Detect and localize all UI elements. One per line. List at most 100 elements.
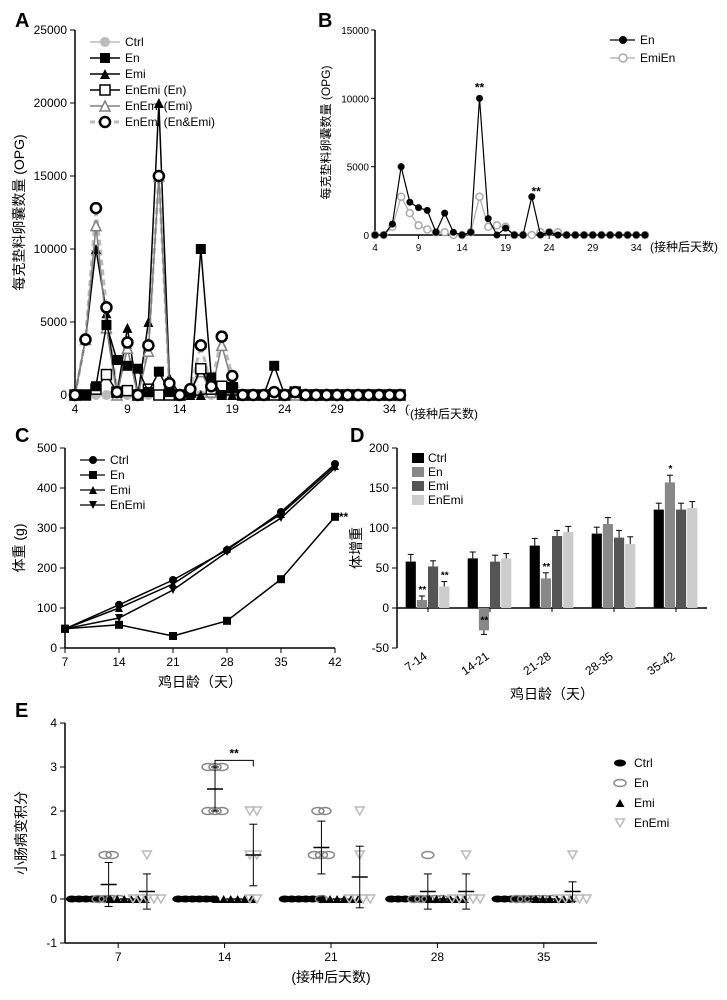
panel-a-xlabel: (接种后天数) [410, 405, 478, 422]
svg-text:体增重: 体增重 [348, 527, 364, 569]
svg-text:Emi: Emi [634, 796, 655, 810]
svg-text:每克垫料卵囊数量 (OPG): 每克垫料卵囊数量 (OPG) [11, 134, 27, 290]
svg-text:21: 21 [166, 655, 180, 669]
svg-text:500: 500 [37, 441, 57, 455]
svg-text:9: 9 [124, 402, 131, 416]
svg-text:7-14: 7-14 [402, 649, 430, 674]
svg-text:14: 14 [218, 950, 232, 964]
svg-text:EnEmi (Emi): EnEmi (Emi) [125, 99, 192, 113]
svg-text:29: 29 [330, 402, 344, 416]
svg-text:(接种后天数): (接种后天数) [650, 239, 718, 254]
svg-text:EnEmi (En): EnEmi (En) [125, 83, 186, 97]
svg-text:**: ** [441, 571, 449, 582]
svg-text:35: 35 [537, 950, 551, 964]
panel-c-chart: 010020030040050071421283542鸡日龄（天）体重 (g) … [10, 438, 350, 693]
svg-text:24: 24 [278, 402, 292, 416]
svg-text:En: En [125, 51, 140, 65]
svg-text:34: 34 [383, 402, 397, 416]
svg-text:Ctrl: Ctrl [110, 453, 129, 467]
svg-text:Ctrl: Ctrl [125, 35, 144, 49]
svg-text:200: 200 [37, 561, 57, 575]
svg-text:**: ** [543, 562, 551, 573]
svg-text:EmiEn: EmiEn [640, 51, 675, 65]
svg-text:Ctrl: Ctrl [634, 756, 653, 770]
svg-text:Ctrl: Ctrl [428, 451, 447, 465]
svg-text:鸡日龄（天）: 鸡日龄（天） [158, 674, 242, 690]
svg-text:0: 0 [50, 641, 57, 655]
svg-text:28: 28 [431, 950, 445, 964]
svg-text:1: 1 [50, 848, 57, 862]
svg-text:2: 2 [50, 804, 57, 818]
svg-text:4: 4 [372, 243, 378, 254]
svg-text:体重 (g): 体重 (g) [11, 524, 27, 573]
figure-container: A 0500010000150002000025000491419242934每… [10, 10, 717, 990]
svg-text:21: 21 [324, 950, 338, 964]
svg-text:En: En [634, 776, 649, 790]
svg-text:Emi: Emi [110, 483, 131, 497]
svg-text:4: 4 [50, 716, 57, 730]
svg-text:EnEmi: EnEmi [634, 816, 669, 830]
panel-b-chart: 050001000015000491419242934每克垫料卵囊数量 (OPG… [320, 25, 720, 270]
svg-text:**: ** [475, 81, 485, 95]
svg-text:-50: -50 [372, 641, 390, 655]
svg-text:Emi: Emi [428, 479, 449, 493]
svg-text:**: ** [531, 184, 541, 198]
panel-d-chart: -50 0 50 100 150 200 体增重 7-14 14-21 21-28 28-35 35-… [347, 438, 717, 703]
svg-text:0: 0 [363, 231, 369, 242]
svg-text:14: 14 [457, 243, 469, 254]
svg-text:7: 7 [115, 950, 122, 964]
svg-text:150: 150 [369, 481, 389, 495]
svg-text:**: ** [230, 746, 240, 760]
svg-text:19: 19 [500, 243, 512, 254]
svg-text:0: 0 [382, 601, 389, 615]
svg-text:7: 7 [62, 655, 69, 669]
svg-text:5000: 5000 [40, 315, 67, 329]
svg-text:100: 100 [369, 521, 389, 535]
svg-text:15000: 15000 [34, 169, 68, 183]
svg-text:4: 4 [72, 402, 79, 416]
svg-text:10000: 10000 [34, 242, 68, 256]
svg-text:(接种后天数): (接种后天数) [291, 969, 370, 985]
svg-text:小肠病变积分: 小肠病变积分 [13, 791, 29, 875]
svg-text:200: 200 [369, 441, 389, 455]
svg-text:400: 400 [37, 481, 57, 495]
svg-text:42: 42 [328, 655, 342, 669]
svg-text:34: 34 [631, 243, 643, 254]
svg-text:*: * [668, 464, 672, 475]
svg-text:14: 14 [112, 655, 126, 669]
svg-text:鸡日龄（天）: 鸡日龄（天） [510, 686, 594, 702]
svg-text:300: 300 [37, 521, 57, 535]
svg-text:0: 0 [50, 892, 57, 906]
svg-text:14-21: 14-21 [459, 649, 492, 678]
svg-text:En: En [110, 468, 125, 482]
svg-text:EnEmi (En&Emi): EnEmi (En&Emi) [125, 115, 215, 129]
svg-text:**: ** [481, 615, 489, 626]
svg-text:15000: 15000 [341, 26, 369, 37]
svg-text:28-35: 28-35 [583, 649, 616, 678]
svg-text:**: ** [419, 585, 427, 596]
svg-text:每克垫料卵囊数量 (OPG): 每克垫料卵囊数量 (OPG) [320, 65, 333, 199]
svg-text:24: 24 [544, 243, 556, 254]
svg-text:EnEmi: EnEmi [110, 498, 145, 512]
svg-text:21-28: 21-28 [521, 649, 554, 678]
svg-text:35: 35 [274, 655, 288, 669]
svg-text:En: En [640, 33, 655, 47]
svg-text:25000: 25000 [34, 25, 68, 37]
svg-text:EnEmi: EnEmi [428, 493, 463, 507]
svg-text:29: 29 [587, 243, 599, 254]
svg-text:0: 0 [60, 388, 67, 402]
svg-text:9: 9 [416, 243, 422, 254]
svg-text:28: 28 [220, 655, 234, 669]
svg-text:14: 14 [173, 402, 187, 416]
svg-text:20000: 20000 [34, 96, 68, 110]
svg-text:En: En [428, 465, 443, 479]
svg-text:-1: -1 [46, 936, 57, 950]
svg-text:35-42: 35-42 [645, 649, 678, 678]
svg-text:3: 3 [50, 760, 57, 774]
svg-text:50: 50 [376, 561, 390, 575]
svg-text:10000: 10000 [341, 94, 369, 105]
panel-e-chart: -101234小肠病变积分714212835(接种后天数)**CtrlEnEmi… [10, 713, 717, 988]
svg-text:Emi: Emi [125, 67, 146, 81]
svg-text:100: 100 [37, 601, 57, 615]
svg-text:19: 19 [226, 402, 240, 416]
